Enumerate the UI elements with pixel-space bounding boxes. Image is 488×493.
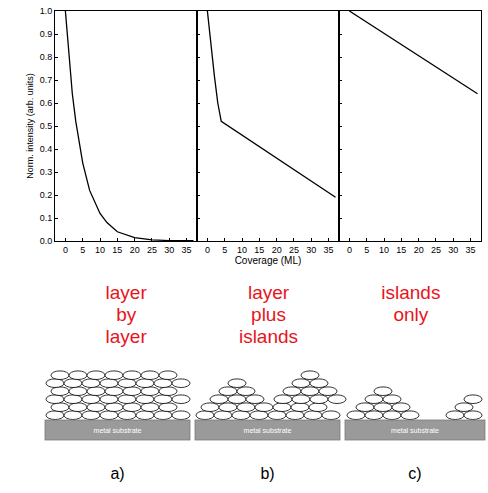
svg-text:5: 5 (80, 245, 85, 255)
svg-text:10: 10 (237, 245, 247, 255)
svg-text:5: 5 (364, 245, 369, 255)
svg-text:b): b) (260, 465, 274, 482)
svg-text:by: by (116, 304, 137, 325)
svg-text:20: 20 (414, 245, 424, 255)
svg-text:0.1: 0.1 (40, 213, 53, 223)
svg-text:0.3: 0.3 (40, 167, 53, 177)
svg-text:10: 10 (95, 245, 105, 255)
svg-text:layer: layer (248, 282, 290, 303)
svg-text:islands: islands (239, 326, 298, 347)
svg-text:c): c) (408, 465, 421, 482)
svg-text:15: 15 (396, 245, 406, 255)
svg-text:15: 15 (254, 245, 264, 255)
svg-text:metal substrate: metal substrate (391, 427, 439, 434)
svg-text:25: 25 (289, 245, 299, 255)
svg-text:Norm. intensity (arb. units): Norm. intensity (arb. units) (25, 73, 35, 179)
svg-text:plus: plus (251, 304, 286, 325)
svg-text:30: 30 (448, 245, 458, 255)
svg-text:layer: layer (106, 326, 148, 347)
svg-text:0.4: 0.4 (40, 144, 53, 154)
svg-text:metal substrate: metal substrate (94, 427, 142, 434)
svg-text:0.2: 0.2 (40, 190, 53, 200)
svg-text:0.0: 0.0 (40, 236, 53, 246)
svg-text:20: 20 (130, 245, 140, 255)
svg-text:0.8: 0.8 (40, 52, 53, 62)
svg-text:20: 20 (272, 245, 282, 255)
svg-text:a): a) (110, 465, 124, 482)
svg-text:layer: layer (106, 282, 148, 303)
svg-text:0.5: 0.5 (40, 121, 53, 131)
svg-text:10: 10 (379, 245, 389, 255)
svg-text:Coverage (ML): Coverage (ML) (235, 255, 302, 266)
svg-text:5: 5 (222, 245, 227, 255)
svg-text:0: 0 (347, 245, 352, 255)
svg-text:0.7: 0.7 (40, 75, 53, 85)
svg-text:30: 30 (164, 245, 174, 255)
svg-text:only: only (393, 304, 428, 325)
svg-text:0: 0 (205, 245, 210, 255)
svg-text:35: 35 (324, 245, 334, 255)
svg-text:1.0: 1.0 (40, 6, 53, 16)
svg-text:islands: islands (381, 282, 440, 303)
svg-text:0.6: 0.6 (40, 98, 53, 108)
svg-text:metal substrate: metal substrate (244, 427, 292, 434)
svg-text:25: 25 (147, 245, 157, 255)
svg-text:0: 0 (63, 245, 68, 255)
svg-text:25: 25 (431, 245, 441, 255)
svg-text:0.9: 0.9 (40, 29, 53, 39)
svg-text:30: 30 (306, 245, 316, 255)
svg-text:15: 15 (112, 245, 122, 255)
svg-text:35: 35 (466, 245, 476, 255)
svg-text:35: 35 (182, 245, 192, 255)
